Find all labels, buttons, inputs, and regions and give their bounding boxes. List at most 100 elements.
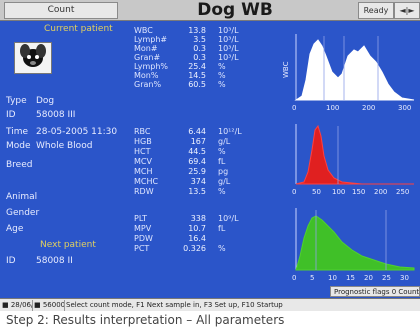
tick-label: 30	[400, 274, 409, 282]
param-name: WBC	[134, 26, 153, 35]
top-bar: Count Dog WB Ready ◄|►	[0, 0, 420, 21]
count-button[interactable]: Count	[4, 2, 118, 19]
param-unit: %	[218, 80, 226, 89]
wbc-curve	[294, 39, 415, 101]
tick-label: 100	[332, 188, 345, 196]
param-unit: %	[218, 71, 226, 80]
next-patient-label: Next patient	[40, 240, 96, 250]
current-patient-label: Current patient	[44, 24, 113, 34]
signal-icon: ◄|►	[394, 2, 420, 19]
param-value: 10.7	[188, 224, 206, 233]
tick-label: 250	[396, 188, 409, 196]
tick-label: 0	[292, 104, 296, 112]
param-value: 0.3	[193, 53, 206, 62]
param-value: 0.3	[193, 44, 206, 53]
param-unit: 10⁹/L	[218, 214, 239, 223]
param-value: 3.5	[193, 35, 206, 44]
id-label: ID	[6, 110, 16, 120]
tick-label: 200	[374, 188, 387, 196]
param-value: 60.5	[188, 80, 206, 89]
rbc-histogram: 0 50 100 150 200 250	[282, 120, 418, 198]
param-value: 16.4	[188, 234, 206, 243]
dog-icon	[14, 42, 52, 74]
param-name: Gran#	[134, 53, 161, 62]
next-id-value: 58008 II	[36, 256, 73, 266]
breed-label: Breed	[6, 160, 33, 170]
param-value: 14.5	[188, 71, 206, 80]
param-unit: 10¹²/L	[218, 127, 242, 136]
analyzer-screen: Count Dog WB Ready ◄|► Current patient T…	[0, 0, 420, 311]
time-label: Time	[6, 127, 29, 137]
prognostic-flags-bar: Prognostic flags 0 Count	[330, 286, 420, 297]
next-id-label: ID	[6, 256, 16, 266]
time-value: 28-05-2005 11:30	[36, 127, 118, 137]
param-value: 6.44	[188, 127, 206, 136]
param-name: PLT	[134, 214, 148, 223]
mode-label: Mode	[6, 141, 31, 151]
param-unit: 10³/L	[218, 53, 239, 62]
param-unit: 10³/L	[218, 35, 239, 44]
param-name: MCHC	[134, 177, 159, 186]
param-unit: g/L	[218, 177, 231, 186]
tick-label: 25	[382, 274, 391, 282]
plt-histogram: 0 5 10 15 20 25 30	[282, 204, 418, 284]
param-value: 0.326	[183, 244, 206, 253]
param-name: HGB	[134, 137, 152, 146]
tick-label: 200	[362, 104, 375, 112]
y-axis-label: WBC	[282, 61, 290, 78]
param-name: PDW	[134, 234, 153, 243]
param-unit: %	[218, 187, 226, 196]
sample-segment: ■ 56000	[34, 300, 65, 311]
param-name: HCT	[134, 147, 151, 156]
param-name: Gran%	[134, 80, 162, 89]
param-value: 167	[190, 137, 206, 146]
param-name: MCV	[134, 157, 152, 166]
param-name: MCH	[134, 167, 153, 176]
param-value: 13.5	[188, 187, 206, 196]
hint-segment: Select count mode, F1 Next sample in, F3…	[66, 301, 283, 309]
tick-label: 20	[364, 274, 373, 282]
param-name: MPV	[134, 224, 152, 233]
param-value: 25.4	[188, 62, 206, 71]
id-value: 58008 III	[36, 110, 76, 120]
param-unit: %	[218, 62, 226, 71]
param-value: 25.9	[188, 167, 206, 176]
param-value: 13.8	[188, 26, 206, 35]
gender-label: Gender	[6, 208, 40, 218]
tick-label: 0	[292, 188, 296, 196]
tick-label: 50	[312, 188, 321, 196]
wbc-histogram: 0 100 200 300 WBC	[282, 30, 418, 114]
param-name: Mon%	[134, 71, 159, 80]
tick-label: 100	[326, 104, 339, 112]
mode-value: Whole Blood	[36, 141, 93, 151]
rbc-curve	[295, 124, 414, 185]
param-unit: fL	[218, 157, 226, 166]
status-indicator: Ready	[358, 2, 394, 19]
param-unit: 10³/L	[218, 44, 239, 53]
param-unit: fL	[218, 224, 226, 233]
param-value: 374	[190, 177, 206, 186]
plt-curve	[295, 215, 415, 271]
param-name: Mon#	[134, 44, 158, 53]
bottom-status-bar: ■ 28/06/ ■ 56000 Select count mode, F1 N…	[0, 298, 420, 311]
animal-label: Animal	[6, 192, 38, 202]
param-name: PCT	[134, 244, 150, 253]
param-name: RBC	[134, 127, 151, 136]
age-label: Age	[6, 224, 24, 234]
page-title: Dog WB	[197, 0, 273, 20]
date-segment: ■ 28/06/	[2, 300, 33, 311]
param-name: Lymph#	[134, 35, 168, 44]
param-unit: g/L	[218, 137, 231, 146]
tick-label: 5	[310, 274, 314, 282]
tick-label: 15	[346, 274, 355, 282]
tick-label: 10	[328, 274, 337, 282]
type-value: Dog	[36, 96, 55, 106]
param-unit: %	[218, 147, 226, 156]
param-unit: %	[218, 244, 226, 253]
type-label: Type	[6, 96, 27, 106]
tick-label: 300	[398, 104, 411, 112]
param-value: 338	[190, 214, 206, 223]
param-unit: 10³/L	[218, 26, 239, 35]
caption: Step 2: Results interpretation – All par…	[6, 313, 285, 327]
param-value: 44.5	[188, 147, 206, 156]
